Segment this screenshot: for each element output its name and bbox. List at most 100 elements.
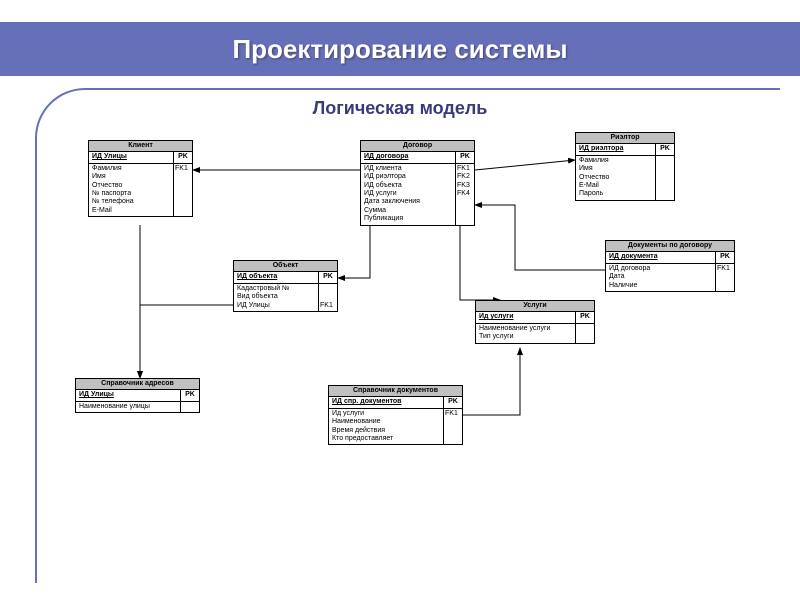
fk [577, 325, 593, 333]
entity-body: Кадастровый №Вид объектаИД Улицы FK1 [234, 284, 337, 311]
attr: Имя [579, 165, 652, 173]
header-bar: Проектирование системы [0, 22, 800, 76]
attr: ИД клиента [364, 165, 452, 173]
attr: Фамилия [579, 157, 652, 165]
entity-attrs: Наименование услугиТип услуги [476, 324, 576, 343]
fk: FK4 [457, 190, 473, 198]
subtitle: Логическая модель [0, 98, 800, 119]
pk-name: ИД документа [606, 252, 716, 262]
entity-pk-row: ИД документаPK [606, 252, 734, 263]
entity-fks: FK1 [174, 164, 192, 216]
attr: Наименование улицы [79, 403, 177, 411]
attr: Пароль [579, 190, 652, 198]
pk-label: PK [656, 144, 674, 154]
entity-body: ИД клиентаИД риэлтораИД объектаИД услуги… [361, 164, 474, 225]
attr: Кто предоставляет [332, 435, 440, 443]
entity-contract: ДоговорИД договораPKИД клиентаИД риэлтор… [360, 140, 475, 226]
entity-fks [656, 156, 674, 200]
entity-body: ФамилияИмяОтчество№ паспорта№ телефонаE-… [89, 164, 192, 216]
fk: FK1 [717, 265, 733, 273]
entity-doc_dir: Справочник документовИД спр. документовP… [328, 385, 463, 445]
page-title: Проектирование системы [232, 34, 567, 65]
entity-docs_contract: Документы по договоруИД документаPKИД до… [605, 240, 735, 292]
entity-body: Наименование услугиТип услуги [476, 324, 594, 343]
fk [320, 285, 336, 293]
attr: Публикация [364, 215, 452, 223]
pk-label: PK [319, 272, 337, 282]
entity-pk-row: ИД объектаPK [234, 272, 337, 283]
entity-realtor: РиэлторИД риэлтораPKФамилияИмяОтчествоE-… [575, 132, 675, 201]
attr: E-Mail [92, 207, 170, 215]
entity-addr_dir: Справочник адресовИД УлицыPK Наименование… [75, 378, 200, 413]
entity-body: ФамилияИмяОтчествоE-MailПароль [576, 156, 674, 200]
attr: Сумма [364, 207, 452, 215]
attr: ИД объекта [364, 182, 452, 190]
attr: Имя [92, 173, 170, 181]
entity-attrs: ФамилияИмяОтчествоE-MailПароль [576, 156, 656, 200]
entity-attrs: ИД клиентаИД риэлтораИД объектаИД услуги… [361, 164, 456, 225]
entity-fks: FK1 [444, 409, 462, 445]
entity-pk-row: ИД УлицыPK [76, 390, 199, 401]
fk: FK2 [457, 173, 473, 181]
entity-body: Ид услугиНаименованиеВремя действияКто п… [329, 409, 462, 445]
entity-attrs: ФамилияИмяОтчество№ паспорта№ телефонаE-… [89, 164, 174, 216]
relationship-arrow [140, 305, 233, 378]
entity-title: Клиент [89, 141, 192, 152]
entity-fks: FK1FK2FK3FK4 [456, 164, 474, 225]
entity-attrs: Ид услугиНаименованиеВремя действияКто п… [329, 409, 444, 445]
entity-fks [576, 324, 594, 343]
entity-pk-row: ИД спр. документовPK [329, 397, 462, 408]
entity-pk-row: ИД риэлтораPK [576, 144, 674, 155]
fk: FK1 [445, 410, 461, 418]
entity-title: Договор [361, 141, 474, 152]
attr: Отчество [92, 182, 170, 190]
entity-fks: FK1 [319, 284, 337, 311]
entity-title: Справочник адресов [76, 379, 199, 390]
attr: Отчество [579, 174, 652, 182]
attr: ИД Улицы [237, 302, 315, 310]
attr: № телефона [92, 198, 170, 206]
relationship-arrow [475, 205, 605, 270]
attr: E-Mail [579, 182, 652, 190]
attr: ИД риэлтора [364, 173, 452, 181]
entity-title: Объект [234, 261, 337, 272]
entity-title: Документы по договору [606, 241, 734, 252]
pk-label: PK [181, 390, 199, 400]
attr: Наименование [332, 418, 440, 426]
entity-attrs: ИД договораДатаНаличие [606, 264, 716, 291]
fk: FK1 [175, 165, 191, 173]
pk-name: Ид услуги [476, 312, 576, 322]
pk-name: ИД Улицы [76, 390, 181, 400]
attr: Фамилия [92, 165, 170, 173]
entity-attrs: Кадастровый №Вид объектаИД Улицы [234, 284, 319, 311]
entity-attrs: Наименование улицы [76, 402, 181, 412]
entity-title: Услуги [476, 301, 594, 312]
entity-pk-row: Ид услугиPK [476, 312, 594, 323]
relationship-arrow [460, 225, 500, 300]
entity-client: КлиентИД УлицыPKФамилияИмяОтчество№ пасп… [88, 140, 193, 217]
entity-fks: FK1 [716, 264, 734, 291]
pk-label: PK [716, 252, 734, 262]
pk-name: ИД объекта [234, 272, 319, 282]
er-diagram: КлиентИД УлицыPKФамилияИмяОтчество№ пасп… [50, 130, 770, 590]
attr: № паспорта [92, 190, 170, 198]
entity-pk-row: ИД УлицыPK [89, 152, 192, 163]
entity-title: Справочник документов [329, 386, 462, 397]
pk-name: ИД спр. документов [329, 397, 444, 407]
entity-pk-row: ИД договораPK [361, 152, 474, 163]
fk: FK1 [457, 165, 473, 173]
attr: ИД договора [609, 265, 712, 273]
fk: FK3 [457, 182, 473, 190]
entity-title: Риэлтор [576, 133, 674, 144]
pk-name: ИД договора [361, 152, 456, 162]
attr: Ид услуги [332, 410, 440, 418]
entity-body: Наименование улицы [76, 402, 199, 412]
entity-services: УслугиИд услугиPKНаименование услугиТип … [475, 300, 595, 344]
fk [657, 157, 673, 165]
pk-name: ИД риэлтора [576, 144, 656, 154]
fk [182, 403, 198, 411]
pk-label: PK [576, 312, 594, 322]
attr: Вид объекта [237, 293, 315, 301]
attr: Наличие [609, 282, 712, 290]
pk-label: PK [444, 397, 462, 407]
